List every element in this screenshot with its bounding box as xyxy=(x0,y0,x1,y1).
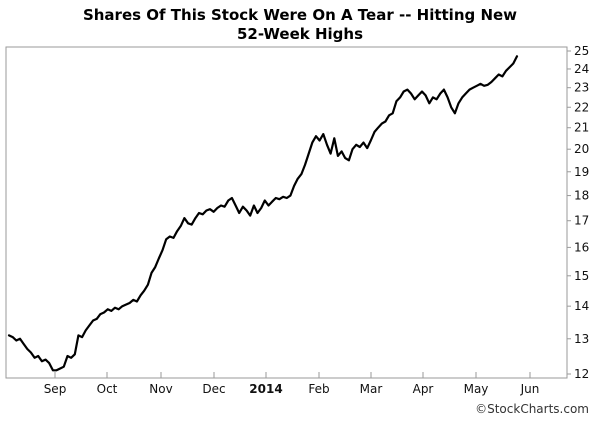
watermark-text: ©StockCharts.com xyxy=(475,402,589,416)
x-tick-label: Oct xyxy=(97,382,118,396)
y-tick-label: 23 xyxy=(574,81,589,95)
chart-title: Shares Of This Stock Were On A Tear -- H… xyxy=(0,6,600,44)
y-tick-label: 16 xyxy=(574,240,589,254)
y-tick-label: 19 xyxy=(574,165,589,179)
x-tick-label: Nov xyxy=(149,382,172,396)
y-tick-label: 13 xyxy=(574,332,589,346)
y-tick-label: 15 xyxy=(574,269,589,283)
chart-title-line-2: 52-Week Highs xyxy=(236,25,364,43)
y-tick-label: 24 xyxy=(574,62,589,76)
y-tick-label: 12 xyxy=(574,367,589,381)
y-tick-label: 22 xyxy=(574,100,589,114)
x-axis: Sep Oct Nov Dec 2014 Feb Mar Apr May Jun xyxy=(44,372,540,396)
x-tick-label: Feb xyxy=(308,382,329,396)
x-tick-label: Apr xyxy=(413,382,434,396)
x-tick-label: 2014 xyxy=(249,382,282,396)
y-tick-label: 14 xyxy=(574,299,589,313)
x-tick-label: Dec xyxy=(202,382,225,396)
plot-area xyxy=(5,46,568,379)
y-tick-label: 25 xyxy=(574,44,589,58)
y-tick-label: 18 xyxy=(574,189,589,203)
x-tick-label: Mar xyxy=(360,382,383,396)
y-tick-label: 17 xyxy=(574,214,589,228)
y-axis: 12 13 14 15 16 17 18 19 20 21 22 23 24 25 xyxy=(567,44,589,381)
y-tick-label: 20 xyxy=(574,142,589,156)
chart-title-line-1: Shares Of This Stock Were On A Tear -- H… xyxy=(82,6,518,24)
x-tick-label: Sep xyxy=(44,382,67,396)
series-layer xyxy=(7,55,519,372)
y-tick-label: 21 xyxy=(574,121,589,135)
watermark: ©StockCharts.com xyxy=(475,402,589,416)
x-tick-label: Jun xyxy=(520,382,540,396)
price-series-line-0 xyxy=(7,55,519,372)
x-tick-label: May xyxy=(464,382,489,396)
